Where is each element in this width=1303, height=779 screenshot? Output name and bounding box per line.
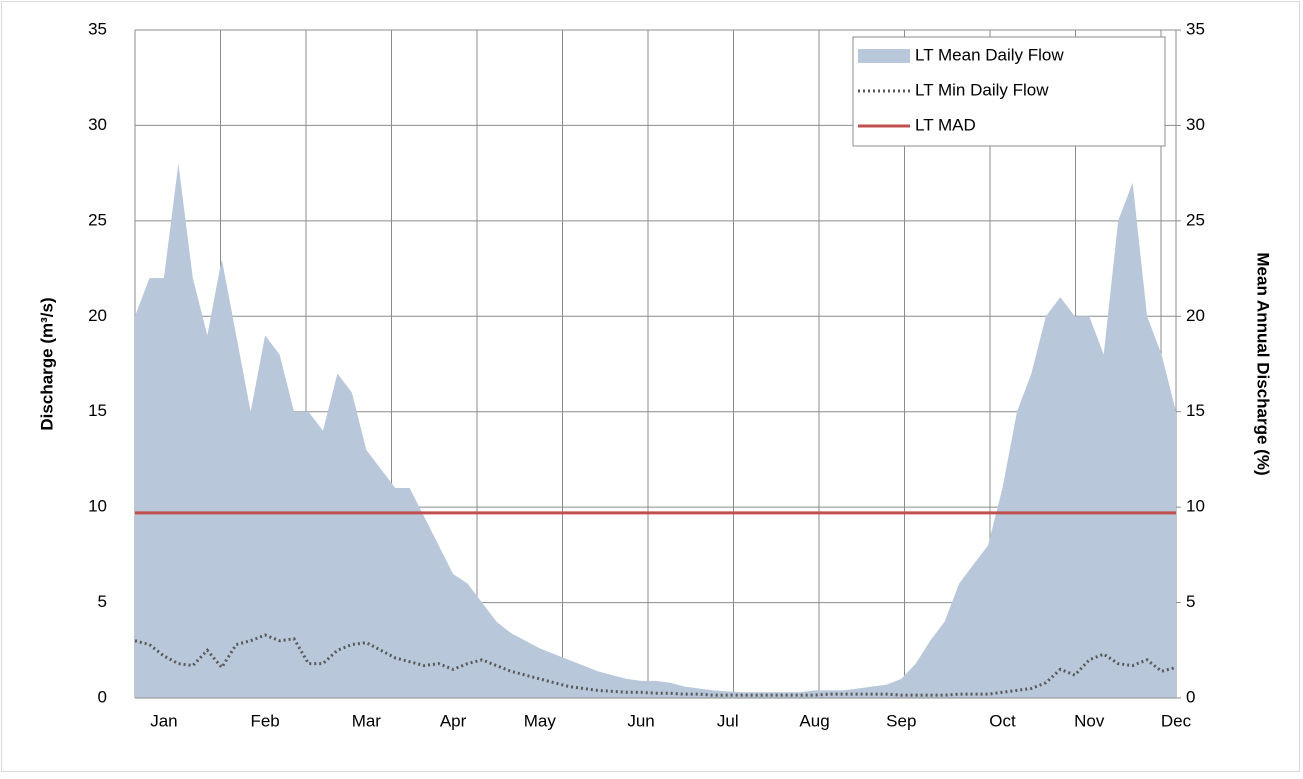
y-tick-label: 35 [88,19,107,38]
y2-axis-label: Mean Annual Discharge (%) [1254,252,1273,475]
y2-tick-label: 15 [1186,401,1205,420]
y2-tick-label: 10 [1186,497,1205,516]
y-tick-label: 15 [88,401,107,420]
x-tick-label: Aug [799,711,829,730]
x-tick-label: Dec [1161,711,1192,730]
x-tick-label: Oct [989,711,1016,730]
legend-label: LT Min Daily Flow [915,80,1049,99]
x-tick-label: Jun [627,711,654,730]
x-tick-label: Jan [150,711,177,730]
x-tick-label: Sep [886,711,916,730]
x-tick-label: Nov [1074,711,1105,730]
y-tick-label: 20 [88,306,107,325]
y2-tick-label: 25 [1186,210,1205,229]
x-tick-label: May [524,711,557,730]
y-tick-label: 5 [98,592,107,611]
x-tick-label: Jul [717,711,739,730]
y-axis-label: Discharge (m³/s) [37,297,56,430]
y2-tick-label: 35 [1186,19,1205,38]
y2-tick-label: 20 [1186,306,1205,325]
x-tick-label: Feb [250,711,279,730]
y-tick-label: 0 [98,687,107,706]
y2-tick-label: 5 [1186,592,1195,611]
x-tick-label: Mar [352,711,382,730]
legend-label: LT MAD [915,115,976,134]
legend-label: LT Mean Daily Flow [915,45,1064,64]
legend-swatch [858,49,910,63]
y-tick-label: 30 [88,115,107,134]
area [135,163,1176,699]
plot-data [134,163,1177,699]
y-tick-label: 25 [88,210,107,229]
y2-tick-label: 0 [1186,687,1195,706]
y2-tick-label: 30 [1186,115,1205,134]
y-tick-label: 10 [88,497,107,516]
x-tick-label: Apr [440,711,467,730]
